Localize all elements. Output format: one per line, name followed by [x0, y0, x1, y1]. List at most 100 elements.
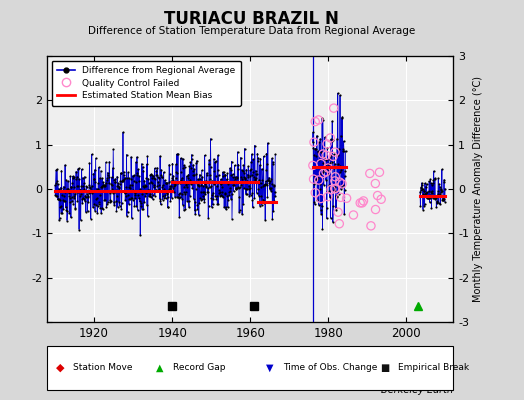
Point	[212, 172, 220, 179]
Point	[336, 194, 345, 200]
Point	[125, 201, 133, 207]
Point	[83, 191, 91, 197]
Point	[252, 168, 260, 174]
Point	[84, 192, 92, 199]
Point	[225, 192, 234, 198]
Point	[178, 175, 187, 181]
Point	[83, 208, 92, 215]
Point	[151, 192, 159, 199]
Point	[333, 136, 341, 142]
Point	[436, 186, 445, 193]
Point	[158, 174, 166, 180]
Point	[324, 171, 332, 178]
Point	[312, 153, 321, 160]
Point	[244, 174, 252, 180]
Point	[97, 183, 106, 189]
Point	[192, 160, 200, 166]
Point	[169, 172, 178, 179]
Point	[151, 187, 160, 193]
Point	[73, 198, 82, 204]
Point	[105, 158, 114, 165]
Point	[207, 182, 215, 189]
Point	[101, 183, 109, 190]
Point	[119, 169, 128, 175]
Point	[208, 178, 216, 184]
Point	[437, 186, 445, 192]
Point	[326, 215, 335, 221]
Point	[427, 180, 435, 186]
Point	[128, 195, 137, 201]
Point	[188, 185, 196, 192]
Point	[211, 179, 219, 186]
Point	[114, 183, 122, 190]
Point	[174, 194, 182, 201]
Point	[315, 171, 324, 178]
Point	[331, 178, 339, 184]
Point	[340, 138, 348, 144]
Point	[191, 199, 199, 205]
Point	[417, 186, 425, 193]
Point	[214, 201, 223, 207]
Point	[175, 214, 183, 220]
Point	[51, 191, 60, 198]
Point	[177, 177, 185, 184]
Point	[146, 191, 154, 198]
Point	[431, 194, 440, 201]
Point	[61, 198, 69, 204]
Point	[179, 155, 187, 162]
Point	[180, 162, 188, 169]
Point	[193, 202, 201, 208]
Point	[56, 184, 64, 191]
Point	[309, 162, 317, 169]
Point	[116, 178, 125, 184]
Point	[328, 118, 336, 124]
Point	[199, 182, 208, 189]
Point	[257, 202, 266, 208]
Point	[255, 180, 263, 186]
Point	[89, 188, 97, 194]
Point	[358, 200, 366, 206]
Point	[186, 159, 194, 166]
Point	[67, 184, 75, 190]
Point	[77, 191, 85, 198]
Point	[78, 166, 86, 173]
Point	[329, 184, 337, 190]
Point	[316, 136, 324, 142]
Point	[154, 174, 162, 180]
Point	[324, 194, 332, 200]
Point	[150, 182, 158, 188]
Point	[123, 152, 131, 158]
Point	[126, 196, 134, 202]
Point	[85, 160, 94, 166]
Point	[215, 187, 224, 194]
Point	[211, 193, 220, 199]
Point	[216, 179, 224, 186]
Point	[137, 160, 146, 167]
Point	[200, 196, 208, 202]
Point	[124, 169, 133, 176]
Point	[250, 174, 258, 180]
Point	[75, 176, 83, 182]
Point	[143, 153, 151, 159]
Point	[339, 182, 347, 188]
Point	[198, 196, 206, 202]
Point	[204, 214, 212, 221]
Point	[155, 175, 163, 181]
Point	[419, 191, 427, 197]
Point	[208, 204, 216, 210]
Point	[157, 201, 165, 208]
Point	[429, 195, 437, 202]
Point	[435, 191, 444, 197]
Point	[146, 172, 155, 178]
Point	[82, 183, 91, 190]
Point	[122, 192, 130, 199]
Point	[315, 181, 324, 187]
Text: Station Move: Station Move	[73, 364, 133, 372]
Point	[324, 165, 332, 171]
Point	[325, 182, 333, 188]
Point	[210, 168, 219, 174]
Point	[159, 193, 168, 200]
Point	[320, 182, 328, 188]
Point	[258, 196, 267, 203]
Point	[339, 146, 347, 152]
